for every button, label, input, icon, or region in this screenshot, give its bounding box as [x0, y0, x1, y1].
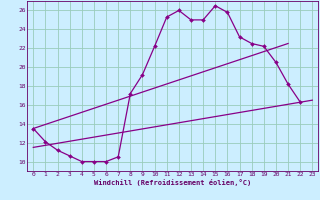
X-axis label: Windchill (Refroidissement éolien,°C): Windchill (Refroidissement éolien,°C)	[94, 179, 252, 186]
